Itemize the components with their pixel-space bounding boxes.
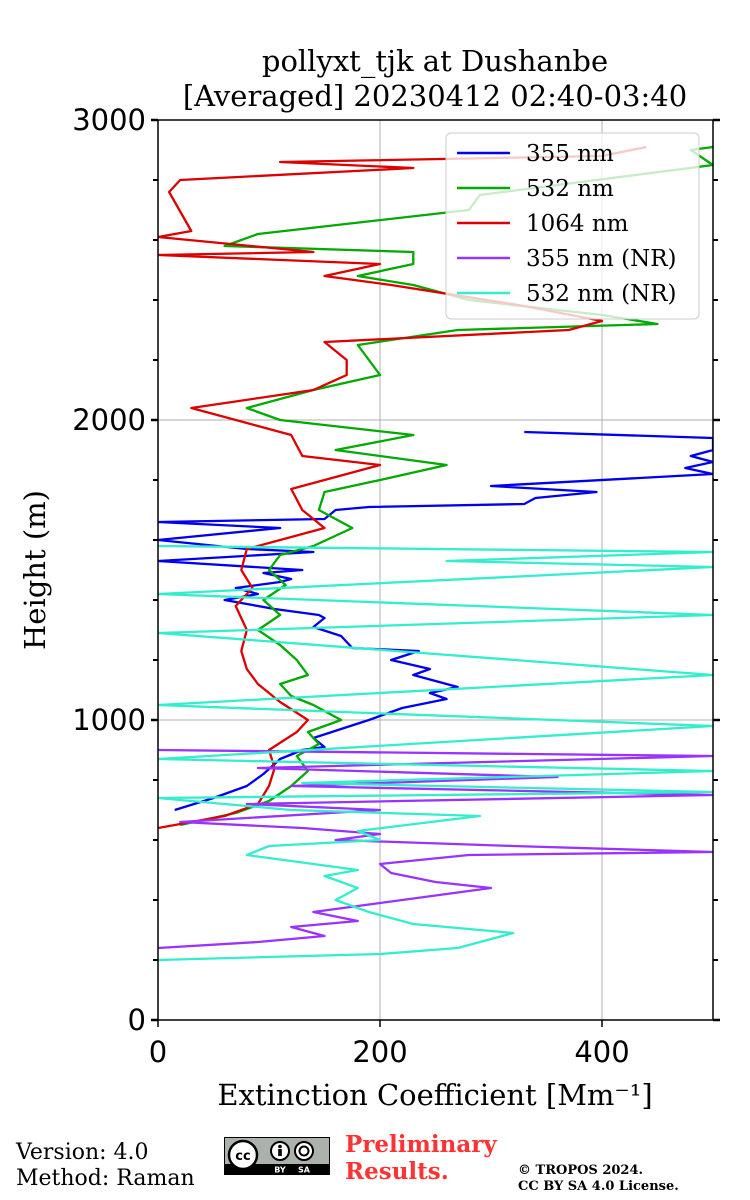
cc-by-sa-logo: cc BY SA <box>224 1137 330 1175</box>
copyright-line-1: © TROPOS 2024. <box>518 1163 644 1178</box>
series-lines <box>158 145 713 962</box>
extinction-chart: pollyxt_tjk at Dushanbe [Averaged] 20230… <box>18 44 720 1112</box>
y-axis-label: Height (m) <box>18 490 52 650</box>
y-tick-label: 0 <box>128 1003 146 1037</box>
y-tick-label: 2000 <box>72 403 146 437</box>
chart-subtitle: [Averaged] 20230412 02:40-03:40 <box>183 79 687 113</box>
y-tick-label: 1000 <box>72 703 146 737</box>
legend: 355 nm 532 nm 1064 nm 355 nm (NR) 532 nm (NR… <box>445 132 700 320</box>
plot-frame <box>157 119 714 1021</box>
copyright-line-2: CC BY SA 4.0 License. <box>518 1179 679 1194</box>
chart-title: pollyxt_tjk at Dushanbe <box>262 44 608 79</box>
svg-text:cc: cc <box>235 1149 250 1164</box>
method-text: Method: Raman <box>16 1166 195 1191</box>
sa-icon <box>294 1141 314 1161</box>
cc-icon <box>227 1139 259 1171</box>
preliminary-line-1: Preliminary <box>345 1131 497 1158</box>
preliminary-results: Preliminary Results. <box>345 1131 497 1185</box>
y-tick-label: 3000 <box>72 103 146 137</box>
version-text: Version: 4.0 <box>16 1140 149 1165</box>
legend-label: 532 nm (NR) <box>526 281 677 307</box>
x-tick-label: 200 <box>352 1035 407 1069</box>
copyright-notice: © TROPOS 2024. CC BY SA 4.0 License. <box>518 1163 679 1195</box>
series-line-532-nm-nr- <box>158 544 713 962</box>
legend-label: 1064 nm <box>526 211 629 237</box>
svg-text:BY: BY <box>274 1166 286 1175</box>
x-tick-label: 400 <box>574 1035 629 1069</box>
legend-label: 355 nm (NR) <box>526 246 677 272</box>
series-line-532-nm <box>179 145 713 827</box>
x-tick-label: 0 <box>149 1035 167 1069</box>
x-axis-label: Extinction Coefficient [Mm⁻¹] <box>217 1078 652 1112</box>
legend-label: 532 nm <box>526 176 614 202</box>
legend-label: 355 nm <box>526 141 614 167</box>
series-line-355-nm <box>158 430 713 812</box>
preliminary-line-2: Results. <box>345 1158 449 1185</box>
legend-box <box>445 132 700 320</box>
svg-text:SA: SA <box>298 1166 311 1175</box>
series-line-1064-nm <box>158 145 647 830</box>
series-line-355-nm-nr- <box>158 748 713 950</box>
axis-ticks: 0 200 400 0 1000 2000 3000 <box>72 103 720 1069</box>
